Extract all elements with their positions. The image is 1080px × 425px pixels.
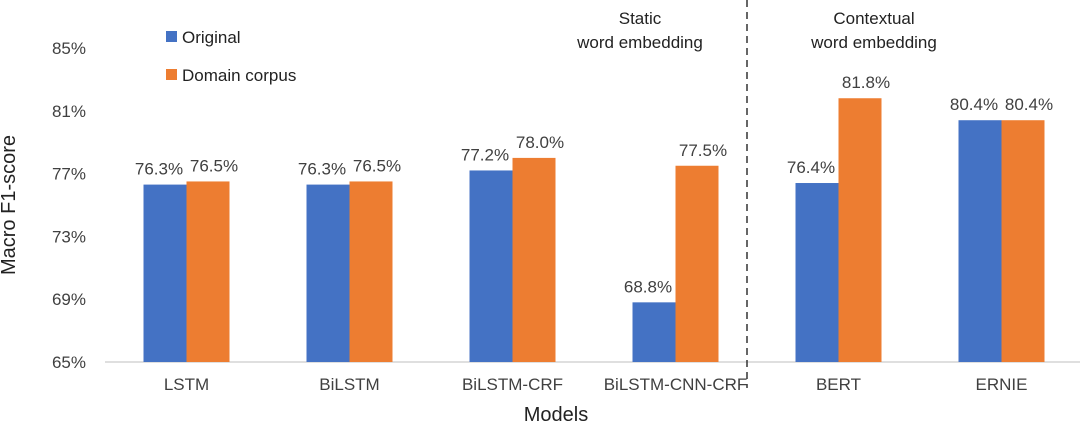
bar-original-bilstm [306, 184, 350, 362]
x-tick-label: BiLSTM-CNN-CRF [604, 375, 748, 394]
data-label: 76.4% [787, 158, 835, 177]
data-label: 76.3% [298, 160, 346, 179]
data-label: 77.5% [679, 141, 727, 160]
data-labels: 76.3% 76.5% 76.3% 76.5% 77.2% 78.0% 68.8% 77.5%… [135, 73, 1053, 296]
data-label: 80.4% [1005, 95, 1053, 114]
x-tick-label: LSTM [164, 375, 209, 394]
group-annotation-line: Contextual [833, 9, 914, 28]
bar-original-lstm [143, 184, 187, 362]
legend-label: Original [182, 28, 241, 47]
y-tick-label: 69% [52, 290, 86, 309]
y-axis-ticks: 65% 69% 73% 77% 81% 85% [52, 39, 86, 372]
group-annotation-line: word embedding [810, 33, 937, 52]
x-tick-label: BiLSTM [319, 375, 379, 394]
data-label: 76.5% [190, 156, 238, 175]
y-tick-label: 77% [52, 165, 86, 184]
x-tick-label: BiLSTM-CRF [462, 375, 563, 394]
legend: Original Domain corpus [166, 28, 296, 85]
y-tick-label: 85% [52, 39, 86, 58]
bar-original-bilstm-cnn-crf [632, 302, 676, 362]
bars [143, 98, 1045, 363]
bar-original-bilstm-crf [469, 170, 513, 362]
bar-original-bert [795, 183, 839, 362]
x-axis-ticks: LSTM BiLSTM BiLSTM-CRF BiLSTM-CNN-CRF BERT ER… [164, 375, 1028, 394]
data-label: 80.4% [950, 95, 998, 114]
y-tick-label: 73% [52, 227, 86, 246]
y-axis-title: Macro F1-score [0, 135, 20, 275]
data-label: 68.8% [624, 277, 672, 296]
group-annotation-line: Static [619, 9, 662, 28]
bar-domain-corpus-bilstm [349, 181, 393, 362]
x-axis-title: Models [524, 404, 588, 425]
y-tick-label: 81% [52, 102, 86, 121]
data-label: 76.3% [135, 160, 183, 179]
x-tick-label: BERT [816, 375, 861, 394]
x-tick-label: ERNIE [976, 375, 1028, 394]
y-tick-label: 65% [52, 353, 86, 372]
bar-original-ernie [958, 120, 1002, 362]
group-annotation-line: word embedding [576, 33, 703, 52]
data-label: 78.0% [516, 133, 564, 152]
legend-swatch [166, 31, 177, 42]
data-label: 77.2% [461, 145, 509, 164]
bar-domain-corpus-bilstm-crf [512, 157, 556, 362]
bar-domain-corpus-bilstm-cnn-crf [675, 165, 719, 362]
data-label: 76.5% [353, 156, 401, 175]
group-annotations: Static word embedding Contextual word embed… [576, 9, 937, 52]
bar-domain-corpus-bert [838, 98, 882, 363]
data-label: 81.8% [842, 73, 890, 92]
bar-domain-corpus-lstm [186, 181, 230, 362]
legend-swatch [166, 69, 177, 80]
bar-domain-corpus-ernie [1001, 120, 1045, 362]
legend-label: Domain corpus [182, 66, 296, 85]
